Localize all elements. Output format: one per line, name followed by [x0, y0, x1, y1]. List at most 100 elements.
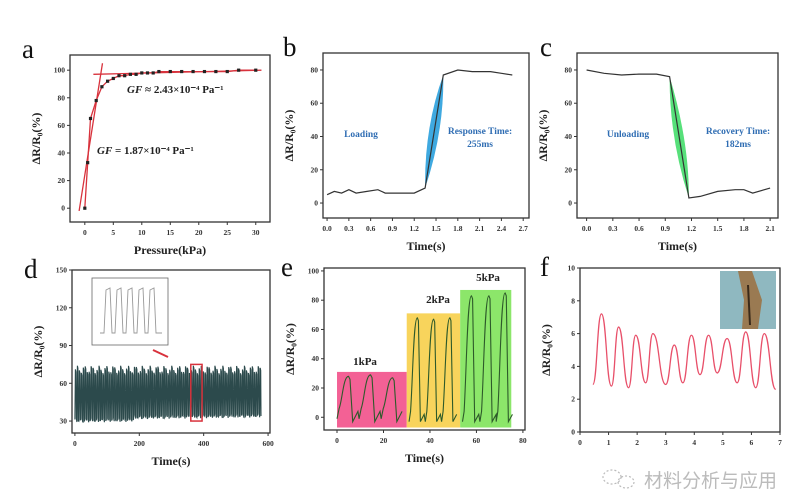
y-tick-label: 0 — [61, 204, 65, 213]
y-tick-label: 60 — [60, 379, 68, 388]
plot-area: GF ≈ 2.43×10⁻⁴ Pa⁻¹ GF = 1.87×10⁻⁴ Pa⁻¹ — [78, 63, 262, 212]
x-tick-label: 0.9 — [661, 224, 671, 233]
x-tick-label: 5 — [111, 228, 115, 237]
response-curve-2kPa — [408, 317, 458, 422]
panel-label: b — [283, 32, 297, 62]
data-point — [191, 69, 195, 74]
data-point — [123, 74, 127, 78]
x-tick-label: 400 — [198, 439, 210, 448]
axes-frame — [322, 52, 530, 219]
x-tick-label: 0 — [578, 438, 582, 447]
pressure-label: 1kPa — [353, 356, 377, 368]
y-tick-label: 100 — [54, 66, 66, 75]
gf-symbol: GF — [127, 84, 143, 96]
inset-curve — [100, 287, 162, 334]
y-tick-label: 80 — [312, 296, 320, 305]
data-point — [145, 71, 150, 75]
plot-area — [592, 313, 777, 391]
x-tick-label: 30 — [252, 228, 260, 237]
y-tick-label: 60 — [311, 99, 319, 108]
axes-frame — [579, 267, 781, 433]
plot-area: Loading Response Time: 255ms — [326, 69, 513, 196]
x-tick-label: 200 — [134, 439, 146, 448]
data-point — [86, 161, 90, 165]
data-point — [94, 98, 98, 103]
x-tick-label: 20 — [195, 228, 203, 237]
axes-frame — [71, 269, 271, 434]
y-tick-label: 20 — [565, 165, 573, 174]
data-point — [117, 74, 121, 78]
data-point — [100, 85, 104, 89]
y-axis-label: ΔR/R₀(%) — [539, 324, 553, 376]
inset-photo — [720, 271, 776, 329]
x-tick-label: 1.5 — [431, 224, 441, 233]
y-axis-label: ΔR/R₀(%) — [282, 110, 296, 162]
y-tick-label: 0 — [314, 199, 318, 208]
data-point — [254, 68, 258, 72]
y-tick-label: 20 — [311, 165, 319, 174]
x-tick-label: 0.3 — [608, 224, 618, 233]
panel-d: d 0 200 400 600 30 60 90 120 150 ΔR/R₀(%) Time(s) — [24, 254, 274, 468]
gf-symbol: GF — [97, 145, 113, 157]
panel-label: d — [24, 254, 38, 284]
x-tick-label: 2.1 — [475, 224, 485, 233]
x-tick-label: 0 — [73, 439, 77, 448]
y-tick-label: 150 — [56, 266, 68, 275]
x-tick-label: 0.3 — [344, 224, 354, 233]
gauge-factor-annotation: GF = 1.87×10⁻⁴ Pa⁻¹ — [97, 145, 194, 157]
x-tick-label: 1.2 — [687, 224, 697, 233]
y-tick-label: 100 — [308, 266, 320, 275]
x-tick-label: 60 — [473, 436, 481, 445]
y-tick-label: 60 — [312, 325, 320, 334]
response-curve-5kPa — [461, 292, 513, 424]
time-annotation: 255ms — [467, 140, 493, 150]
x-tick-label: 2.7 — [519, 224, 529, 233]
gauge-factor-annotation: GF ≈ 2.43×10⁻⁴ Pa⁻¹ — [127, 84, 224, 96]
y-tick-label: 80 — [58, 93, 66, 102]
x-tick-label: 15 — [167, 228, 175, 237]
data-point — [88, 116, 93, 121]
y-tick-label: 90 — [60, 341, 68, 350]
plot-area — [74, 349, 262, 424]
x-axis-label: Time(s) — [151, 454, 190, 468]
y-tick-label: 20 — [58, 176, 66, 185]
x-tick-label: 1.2 — [410, 224, 420, 233]
highlight-box — [190, 363, 203, 422]
x-axis-label: Time(s) — [405, 451, 444, 465]
x-tick-label: 1.8 — [739, 224, 749, 233]
x-tick-label: 0.9 — [388, 224, 398, 233]
x-tick-label: 7 — [778, 438, 782, 447]
data-point — [134, 72, 138, 76]
x-axis-label: Time(s) — [406, 239, 445, 253]
data-point — [214, 69, 218, 74]
x-tick-label: 2.4 — [497, 224, 507, 233]
x-tick-label: 3 — [664, 438, 668, 447]
pressure-label: 2kPa — [426, 294, 450, 306]
x-tick-label: 2 — [635, 438, 639, 447]
y-tick-label: 30 — [60, 417, 68, 426]
y-tick-label: 0 — [571, 428, 575, 437]
y-tick-label: 60 — [565, 99, 573, 108]
response-curve-1kPa — [336, 374, 403, 424]
x-axis-label: Pressure(kPa) — [134, 243, 206, 257]
plot-area: Unloading Recovery Time: 182ms — [586, 69, 771, 199]
y-tick-label: 10 — [568, 264, 576, 273]
x-tick-label: 40 — [426, 436, 434, 445]
sensor-strip — [747, 284, 751, 326]
data-point — [83, 206, 87, 210]
cyclic-response-curve — [74, 365, 262, 424]
panel-label: a — [22, 34, 34, 64]
y-tick-label: 120 — [56, 303, 68, 312]
y-tick-label: 2 — [571, 395, 575, 404]
panel-label: c — [540, 32, 552, 62]
axes-frame — [323, 267, 526, 431]
y-tick-label: 60 — [58, 121, 66, 130]
x-tick-label: 1 — [607, 438, 611, 447]
x-tick-label: 0.0 — [582, 224, 592, 233]
x-tick-label: 6 — [750, 438, 754, 447]
panel-label: f — [540, 252, 549, 282]
inset-frame — [91, 277, 169, 346]
data-point — [111, 76, 115, 81]
data-point — [168, 69, 172, 74]
time-annotation: Response Time: — [448, 127, 512, 137]
